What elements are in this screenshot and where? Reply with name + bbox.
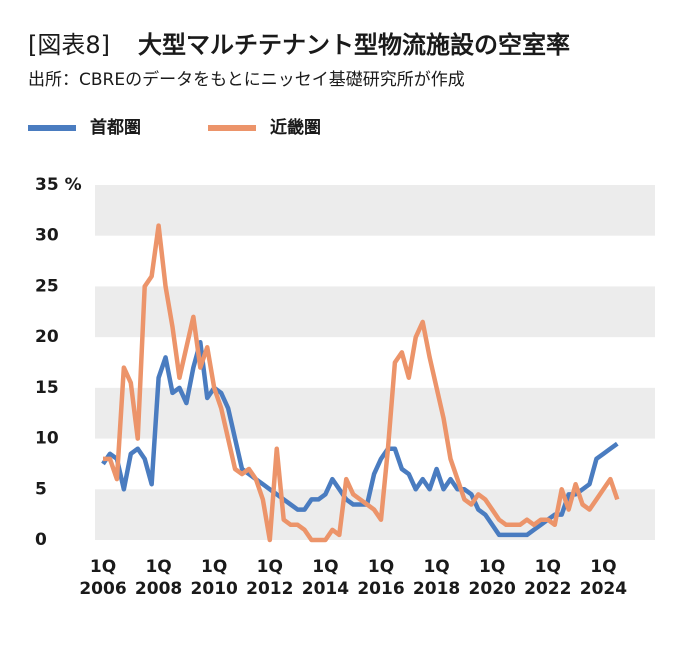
chart-title: 大型マルチテナント型物流施設の空室率 [138,31,570,59]
x-tick-label: 1Q 2010 [191,557,238,599]
y-tick-label: 35 % [35,175,82,195]
grid-band [95,185,655,236]
y-tick-label: 25 [35,276,59,296]
x-tick-label: 1Q 2016 [357,557,404,599]
x-tick-label: 1Q 2012 [246,557,293,599]
x-tick-label: 1Q 2006 [79,557,126,599]
chart-label: [図表8] [28,31,110,59]
chart-subtitle: 出所：CBREのデータをもとにニッセイ基礎研究所が作成 [28,69,465,90]
grid-band [95,387,655,439]
y-tick-label: 0 [35,530,47,550]
y-tick-label: 5 [35,479,47,499]
y-tick-label: 20 [35,327,59,347]
grid-band [95,286,655,338]
x-tick-label: 1Q 2022 [524,557,571,599]
x-tick-label: 1Q 2014 [302,557,349,599]
x-tick-label: 1Q 2020 [469,557,516,599]
series-line [101,339,619,538]
y-tick-label: 10 [35,429,59,449]
y-tick-label: 30 [35,226,59,246]
series-line [103,223,620,543]
x-tick-label: 1Q 2008 [135,557,182,599]
y-tick-label: 15 [35,378,59,398]
x-tick-label: 1Q 2024 [580,557,627,599]
x-tick-label: 1Q 2018 [413,557,460,599]
legend-label: 首都圏 [90,117,141,138]
legend-label: 近畿圏 [270,117,321,138]
